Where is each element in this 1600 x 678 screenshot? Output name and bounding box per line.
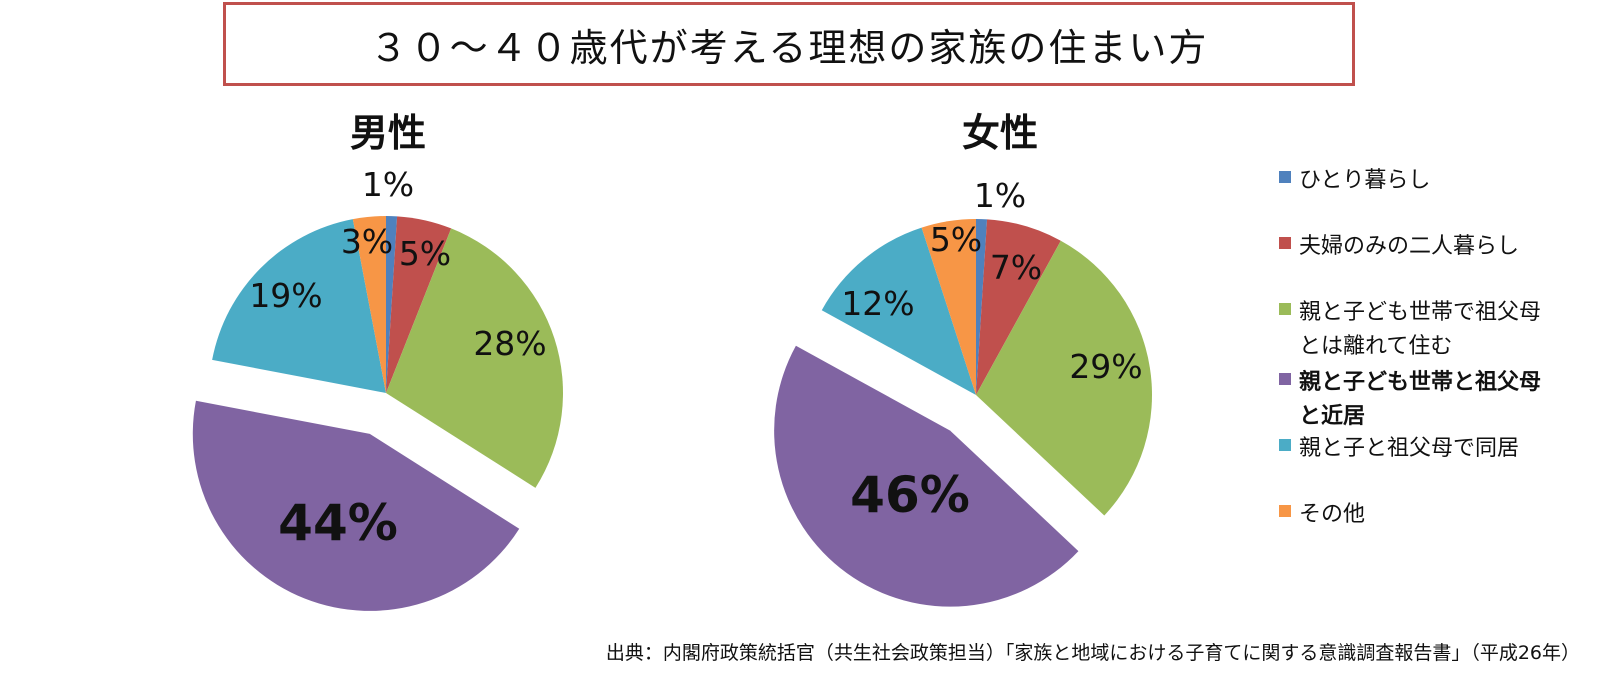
data-label: 28% [473,324,546,363]
pie-female: 1% 7% 29% 46% 12% 5% [774,176,1153,607]
pie-slice [386,216,452,393]
data-label: 1% [362,165,414,204]
pie-slice [386,216,398,393]
source-note: 出典：内閣府政策統括官（共生社会政策担当）「家族と地域における子育てに関する意識… [605,642,1580,664]
data-label: 1% [974,176,1026,215]
legend-label: 夫婦のみの二人暮らし [1299,234,1520,259]
chart-title: ３０～４０歳代が考える理想の家族の住まい方 [369,25,1209,70]
legend-item: ひとり暮らし [1279,164,1430,198]
data-label: 19% [249,276,322,315]
pie-slice [976,240,1153,516]
pie-slice [976,219,1061,395]
legend-label: 親と子と祖父母で同居 [1299,436,1520,461]
pie-slice [774,345,1079,607]
legend-item: 親と子ども世帯で祖父母 とは離れて住む [1279,296,1541,364]
legend-swatch [1279,171,1291,183]
legend-swatch [1279,373,1291,385]
pie-slice [921,219,976,395]
pie-slice [192,400,520,611]
data-label: 44% [278,494,398,552]
data-label: 5% [399,234,451,273]
legend-item: その他 [1279,498,1365,532]
legend-item: 親と子と祖父母で同居 [1279,432,1519,466]
legend-swatch [1279,439,1291,451]
pie-slice [976,219,988,395]
data-label: 12% [841,284,914,323]
legend-item: 親と子ども世帯と祖父母 と近居 [1279,366,1541,434]
legend-label: 親と子ども世帯で祖父母 とは離れて住む [1299,300,1542,359]
legend-swatch [1279,505,1291,517]
legend-swatch [1279,303,1291,315]
pie-slice [352,216,386,393]
pie-slice [821,227,976,395]
data-label: 29% [1069,347,1142,386]
pie-male: 1% 5% 28% 44% 19% 3% [192,165,563,611]
data-label: 5% [930,220,982,259]
legend-label: ひとり暮らし [1299,168,1431,193]
pie-slice [212,219,386,393]
chart-title-box: ３０～４０歳代が考える理想の家族の住まい方 [223,2,1355,86]
data-label: 7% [990,248,1042,287]
legend-label: 親と子ども世帯と祖父母 と近居 [1299,370,1542,429]
data-label: 46% [850,466,970,524]
pie-title-male: 男性 [350,111,426,155]
legend-swatch [1279,237,1291,249]
legend-item: 夫婦のみの二人暮らし [1279,230,1519,264]
data-label: 3% [341,222,393,261]
pie-title-female: 女性 [962,111,1038,155]
legend-label: その他 [1299,502,1366,527]
pie-slice [386,228,563,488]
